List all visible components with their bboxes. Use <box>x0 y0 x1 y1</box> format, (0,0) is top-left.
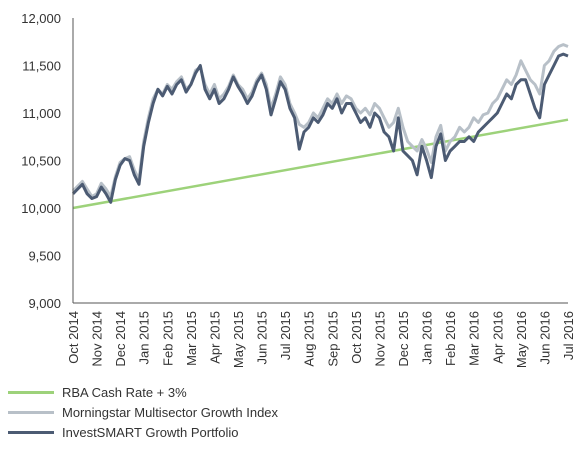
y-tick-label: 10,000 <box>21 201 61 216</box>
legend-label-investsmart: InvestSMART Growth Portfolio <box>62 424 239 440</box>
x-tick-label: Dec 2014 <box>113 311 128 367</box>
x-tick-label: Nov 2014 <box>90 311 105 367</box>
x-tick-label: Aug 2015 <box>302 311 317 367</box>
y-tick-label: 11,500 <box>22 59 61 74</box>
x-tick-label: Jan 2015 <box>137 311 152 365</box>
x-tick-label: Jun 2015 <box>255 311 270 365</box>
x-tick-label: Dec 2015 <box>396 311 411 367</box>
x-tick-label: May 2015 <box>231 311 246 368</box>
legend: RBA Cash Rate + 3% Morningstar Multisect… <box>8 382 278 442</box>
x-tick-label: Apr 2015 <box>207 311 222 364</box>
x-axis-ticks: Oct 2014 Nov 2014 Dec 2014 Jan 2015 Feb 2015… <box>66 311 576 368</box>
legend-item-investsmart: InvestSMART Growth Portfolio <box>8 422 278 442</box>
x-tick-label: Nov 2015 <box>372 311 387 367</box>
x-tick-label: Oct 2015 <box>349 311 364 364</box>
x-tick-label: Feb 2016 <box>443 311 458 366</box>
legend-label-rba: RBA Cash Rate + 3% <box>62 384 187 400</box>
series-lines <box>71 43 569 210</box>
x-tick-label: Apr 2016 <box>490 311 505 364</box>
legend-item-rba: RBA Cash Rate + 3% <box>8 382 278 402</box>
y-axis-ticks: 9,000 9,500 10,000 10,500 11,000 11,500 12,000 <box>21 11 61 311</box>
y-tick-label: 9,500 <box>28 249 61 264</box>
legend-swatch-morningstar <box>8 410 54 414</box>
x-tick-label: Jan 2016 <box>420 311 435 365</box>
x-tick-label: Jul 2016 <box>561 311 576 360</box>
legend-swatch-rba <box>8 390 54 394</box>
series-line-investsmart <box>71 52 569 204</box>
y-tick-label: 12,000 <box>21 11 61 26</box>
series-line-rba <box>72 118 569 210</box>
x-tick-label: Jul 2015 <box>278 311 293 360</box>
x-tick-label: Sep 2015 <box>325 311 340 367</box>
x-tick-label: Mar 2016 <box>467 311 482 366</box>
x-tick-label: May 2016 <box>514 311 529 368</box>
x-tick-label: Jun 2016 <box>537 311 552 365</box>
legend-swatch-investsmart <box>8 430 54 434</box>
y-tick-label: 11,000 <box>22 106 61 121</box>
x-tick-label: Feb 2015 <box>160 311 175 366</box>
y-tick-label: 9,000 <box>28 296 61 311</box>
legend-label-morningstar: Morningstar Multisector Growth Index <box>62 404 279 420</box>
legend-item-morningstar: Morningstar Multisector Growth Index <box>8 402 278 422</box>
y-tick-label: 10,500 <box>21 154 61 169</box>
x-tick-label: Mar 2015 <box>184 311 199 366</box>
x-tick-label: Oct 2014 <box>66 311 81 364</box>
